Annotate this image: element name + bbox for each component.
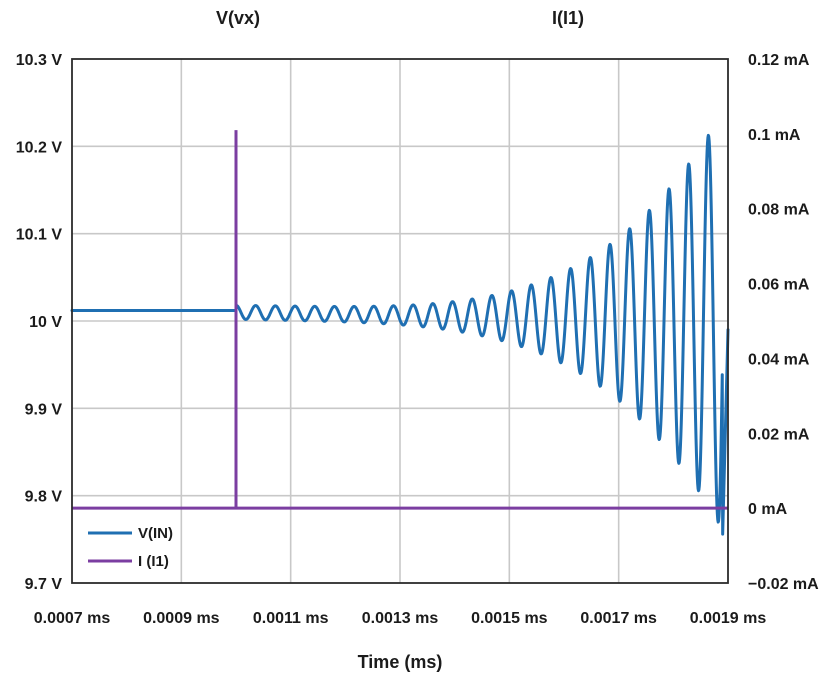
right-tick-label: 0.08 mA: [748, 202, 810, 219]
left-tick-label: 9.8 V: [25, 489, 63, 506]
right-tick-label: 0 mA: [748, 501, 788, 518]
series-vin-line: [70, 133, 730, 536]
left-tick-label: 9.9 V: [25, 401, 63, 418]
x-tick-label: 0.0009 ms: [143, 610, 220, 627]
left-tick-label: 10.3 V: [16, 52, 63, 69]
plot-frame-layer: [71, 58, 729, 584]
grid-layer: [72, 59, 728, 583]
x-tick-label: 0.0013 ms: [362, 610, 439, 627]
left-axis-ticks: 10.3 V 10.2 V 10.1 V 10 V 9.9 V 9.8 V 9.7 V: [16, 52, 63, 593]
left-tick-label: 10.2 V: [16, 139, 63, 156]
left-tick-label: 10 V: [29, 314, 62, 331]
right-axis-title: I(I1): [552, 8, 584, 28]
x-tick-label: 0.0019 ms: [690, 610, 767, 627]
right-tick-label: −0.02 mA: [748, 576, 819, 593]
left-axis-title: V(vx): [216, 8, 260, 28]
x-axis-label: Time (ms): [358, 652, 443, 672]
left-tick-label: 9.7 V: [25, 576, 63, 593]
x-tick-label: 0.0007 ms: [34, 610, 111, 627]
plot-frame: [71, 58, 729, 584]
legend-label-vin: V(IN): [138, 525, 173, 542]
right-tick-label: 0.06 mA: [748, 277, 810, 294]
right-axis-ticks: 0.12 mA 0.1 mA 0.08 mA 0.06 mA 0.04 mA 0.02 m…: [748, 52, 819, 593]
left-tick-label: 10.1 V: [16, 227, 63, 244]
right-tick-label: 0.12 mA: [748, 52, 810, 69]
right-tick-label: 0.04 mA: [748, 351, 810, 368]
x-tick-label: 0.0011 ms: [253, 610, 329, 627]
x-tick-label: 0.0017 ms: [580, 610, 657, 627]
right-tick-label: 0.1 mA: [748, 127, 801, 144]
legend: V(IN) I (I1): [88, 525, 173, 570]
series-layer: [70, 130, 730, 536]
x-axis-ticks: 0.0007 ms 0.0009 ms 0.0011 ms 0.0013 ms 0.00…: [34, 610, 767, 627]
right-tick-label: 0.02 mA: [748, 426, 810, 443]
legend-label-i1: I (I1): [138, 553, 169, 570]
x-tick-label: 0.0015 ms: [471, 610, 548, 627]
